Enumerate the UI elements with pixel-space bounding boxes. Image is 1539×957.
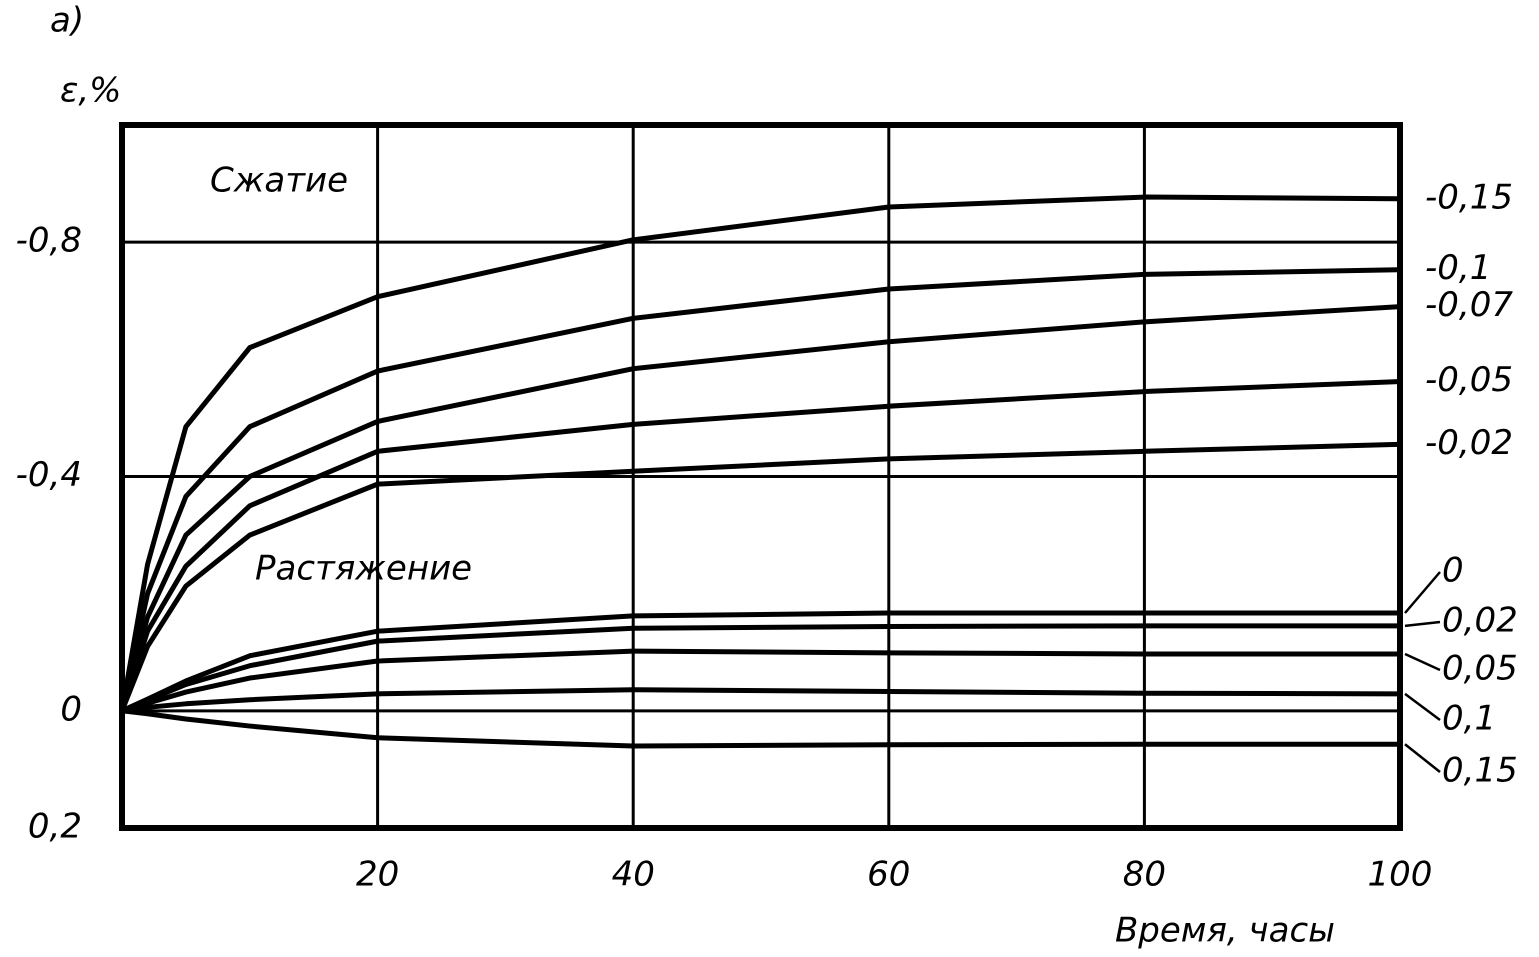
legend-label: 0 xyxy=(1442,551,1464,591)
data-line xyxy=(119,304,1401,712)
x-tick-label: 20 xyxy=(356,855,399,895)
legend-label: 0,1 xyxy=(1442,699,1496,739)
x-tick-label: 60 xyxy=(867,855,910,895)
annotation: Растяжение xyxy=(255,549,472,589)
leader-line xyxy=(1404,571,1441,614)
legend-label: 0,02 xyxy=(1442,601,1518,641)
data-line xyxy=(121,623,1400,714)
x-axis-label: Время, часы xyxy=(1115,911,1335,951)
data-line xyxy=(119,379,1401,712)
leader-line xyxy=(1404,692,1441,722)
leader-line xyxy=(1404,743,1441,773)
annotation: Сжатие xyxy=(210,161,348,201)
x-tick-label: 100 xyxy=(1368,855,1433,895)
y-tick-label: 0 xyxy=(60,689,82,729)
data-line xyxy=(119,267,1401,712)
legend-label: -0,05 xyxy=(1425,360,1513,400)
data-line xyxy=(121,648,1400,714)
y-axis-label: ε,% xyxy=(60,71,122,111)
legend-label: -0,1 xyxy=(1425,248,1491,288)
x-tick-label: 80 xyxy=(1123,855,1166,895)
legend-label: -0,15 xyxy=(1425,177,1513,217)
data-line xyxy=(119,441,1401,712)
legend-label: -0,02 xyxy=(1425,423,1513,463)
y-tick-label: -0,8 xyxy=(16,221,82,261)
y-tick-label: -0,4 xyxy=(16,455,82,495)
legend-label: 0,05 xyxy=(1442,649,1518,689)
legend-label: -0,07 xyxy=(1425,285,1513,325)
leader-line xyxy=(1404,620,1441,628)
legend-label: 0,15 xyxy=(1442,751,1518,791)
leader-line xyxy=(1404,652,1441,672)
data-line xyxy=(119,194,1401,712)
data-line xyxy=(121,687,1401,714)
panel-label: а) xyxy=(50,1,84,41)
data-line xyxy=(121,708,1400,749)
x-tick-label: 40 xyxy=(612,855,655,895)
y-tick-label: 0,2 xyxy=(28,807,82,847)
